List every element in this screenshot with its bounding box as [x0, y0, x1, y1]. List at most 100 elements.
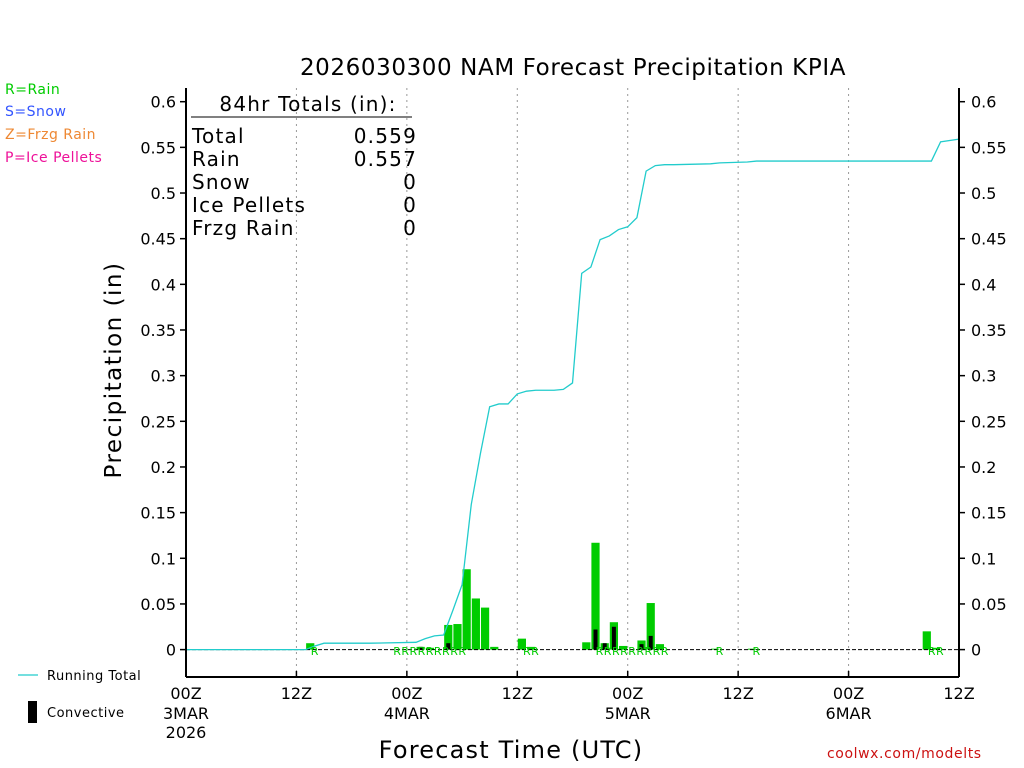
y-tick-label-left: 0.1	[151, 549, 176, 568]
rain-bar	[619, 645, 628, 650]
chart-title: 2026030300 NAM Forecast Precipitation KP…	[300, 55, 846, 81]
legend-running-total: Running Total	[47, 669, 142, 684]
y-axis-label: Precipitation (in)	[101, 262, 127, 479]
x-tick-label: 12Z	[281, 684, 312, 703]
legend-frzg-rain: Z=Frzg Rain	[5, 127, 97, 143]
rain-bar	[471, 598, 480, 650]
x-date-label: 5MAR	[605, 704, 651, 723]
legend-rain: R=Rain	[5, 82, 61, 98]
y-tick-label-left: 0.5	[151, 184, 176, 203]
legend-snow: S=Snow	[5, 104, 67, 120]
y-tick-label-left: 0.4	[151, 275, 176, 294]
precip-type-label: RRRRRRRRR	[393, 645, 466, 658]
convective-bar	[648, 635, 653, 650]
x-date-label: 4MAR	[384, 704, 430, 723]
credit-text: coolwx.com/modelts	[827, 746, 982, 762]
running-total-legend-line	[18, 674, 38, 676]
legend-ice-pellets: P=Ice Pellets	[5, 150, 103, 166]
y-tick-label-left: 0	[166, 641, 176, 660]
y-tick-label-right: 0.45	[971, 230, 1007, 249]
y-tick-label-right: 0.4	[971, 275, 996, 294]
x-tick-label: 00Z	[612, 684, 643, 703]
axes: 0 00.05 0.050.1 0.10.15 0.150.2 0.20.25 0.250.…	[140, 88, 1007, 742]
running-total-line	[186, 138, 960, 651]
precip-type-label: RR	[523, 645, 539, 658]
y-tick-label-right: 0	[971, 641, 981, 660]
x-tick-label: 00Z	[833, 684, 864, 703]
totals-row-value: 0	[403, 170, 417, 194]
convective-bar	[639, 644, 644, 650]
rain-bar	[453, 624, 462, 650]
totals-row-value: 0.557	[354, 147, 417, 171]
y-tick-label-right: 0.5	[971, 184, 996, 203]
rain-bar	[480, 607, 490, 650]
y-tick-label-left: 0.25	[140, 412, 176, 431]
y-tick-label-right: 0.35	[971, 321, 1007, 340]
totals-header: 84hr Totals (in):	[219, 92, 396, 116]
x-date-label: 3MAR	[163, 704, 209, 723]
grid	[295, 88, 850, 677]
totals-row-label: Frzg Rain	[192, 216, 295, 240]
y-tick-label-right: 0.15	[971, 504, 1007, 523]
rain-bar	[425, 647, 434, 650]
x-tick-label: 12Z	[722, 684, 753, 703]
y-tick-label-right: 0.3	[971, 367, 996, 386]
y-tick-label-right: 0.25	[971, 412, 1007, 431]
rain-bar	[526, 646, 536, 650]
rain-bar	[655, 644, 665, 650]
precip-type-label: R	[716, 645, 724, 658]
rain-bar	[922, 631, 931, 650]
y-tick-label-left: 0.6	[151, 93, 176, 112]
rain-bar	[582, 642, 591, 650]
running-total-polyline	[186, 138, 960, 651]
precip-type-label: RR	[928, 645, 944, 658]
precip-type-letters: R RRRRRRRRR RR RRRRRRRRR R R RR	[311, 645, 944, 658]
rain-bars	[306, 542, 941, 650]
rain-bar	[444, 624, 453, 650]
x-tick-label: 12Z	[943, 684, 974, 703]
y-tick-label-right: 0.2	[971, 458, 996, 477]
y-tick-label-left: 0.2	[151, 458, 176, 477]
y-tick-label-left: 0.05	[140, 595, 176, 614]
convective-bar	[446, 643, 451, 650]
totals-row-label: Snow	[192, 170, 251, 194]
y-tick-label-right: 0.05	[971, 595, 1007, 614]
rain-bar	[490, 646, 499, 650]
totals-row-value: 0.559	[354, 124, 417, 148]
y-tick-label-right: 0.55	[971, 138, 1007, 157]
rain-bar	[462, 569, 471, 650]
convective-bar	[602, 643, 607, 650]
x-year-label: 2026	[166, 723, 207, 742]
rain-bar	[517, 638, 526, 650]
convective-bars	[418, 626, 653, 650]
x-tick-label: 00Z	[391, 684, 422, 703]
totals-row-value: 0	[403, 216, 417, 240]
y-tick-label-right: 0.1	[971, 549, 996, 568]
y-tick-label-left: 0.45	[140, 230, 176, 249]
precip-type-label: R	[752, 645, 760, 658]
rain-bar	[646, 603, 655, 650]
y-tick-label-left: 0.55	[140, 138, 176, 157]
y-tick-label-left: 0.35	[140, 321, 176, 340]
rain-bar	[306, 643, 315, 650]
rain-bar	[591, 542, 600, 650]
convective-legend-swatch	[28, 701, 37, 723]
x-date-label: 6MAR	[826, 704, 872, 723]
convective-bar	[418, 646, 423, 650]
legend-convective: Convective	[47, 706, 125, 721]
y-tick-label-left: 0.3	[151, 367, 176, 386]
convective-bar	[611, 626, 616, 650]
precip-type-label: R	[311, 645, 319, 658]
y-tick-label-right: 0.6	[971, 93, 996, 112]
precip-type-label: RRRRRRRRR	[596, 645, 669, 658]
totals-row-label: Ice Pellets	[192, 193, 306, 217]
totals-row-value: 0	[403, 193, 417, 217]
x-axis-label: Forecast Time (UTC)	[379, 736, 644, 764]
convective-bar	[593, 629, 598, 650]
rain-bar	[931, 647, 941, 650]
totals-box: 84hr Totals (in): Total 0.559 Rain 0.557 Snow…	[191, 92, 417, 240]
y-tick-label-left: 0.15	[140, 504, 176, 523]
totals-row-label: Total	[191, 124, 245, 148]
x-tick-label: 00Z	[170, 684, 201, 703]
